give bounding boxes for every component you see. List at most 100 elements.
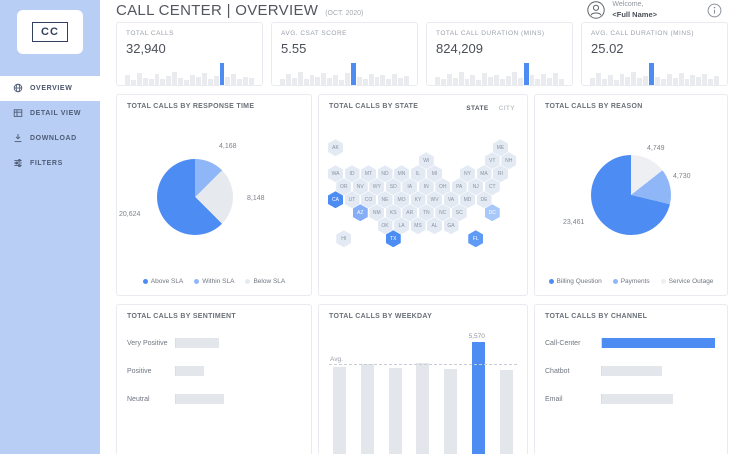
panel-calls-by-state: TOTAL CALLS BY STATE STATE CITY AK ME WI VT…: [318, 94, 528, 297]
bar[interactable]: [176, 394, 224, 405]
state-hex-tn[interactable]: TN: [418, 204, 434, 222]
legend-item[interactable]: Service Outage: [660, 278, 713, 285]
state-hex-vt[interactable]: VT: [484, 152, 500, 170]
state-hex-nv[interactable]: NV: [352, 178, 368, 196]
app-logo[interactable]: CC: [17, 10, 83, 54]
bar[interactable]: [602, 338, 715, 349]
kpi-card[interactable]: TOTAL CALL DURATION (MINS) 824,209: [426, 22, 573, 87]
state-hex-dc[interactable]: DC: [484, 204, 500, 222]
state-hex-me[interactable]: ME: [493, 139, 508, 157]
sparkline-bar: [696, 77, 702, 86]
state-hex-ak[interactable]: AK: [328, 139, 343, 157]
sidebar-item-detail-view[interactable]: DETAIL VIEW: [0, 101, 100, 126]
state-hex-md[interactable]: MD: [460, 191, 475, 209]
state-hex-nc[interactable]: NC: [435, 204, 451, 222]
sparkline-bar: [166, 76, 172, 86]
info-button[interactable]: [707, 3, 722, 18]
state-hex-wv[interactable]: WV: [427, 191, 442, 209]
state-hex-ny[interactable]: NY: [460, 165, 475, 183]
weekday-bar[interactable]: [499, 370, 513, 454]
weekday-bar[interactable]: [472, 342, 486, 454]
sparkline-bar: [154, 74, 160, 86]
state-hex-wi[interactable]: WI: [418, 152, 434, 170]
state-hex-mn[interactable]: MN: [394, 165, 409, 183]
weekday-bar[interactable]: [333, 367, 346, 454]
bar[interactable]: [602, 394, 674, 405]
state-hex-va[interactable]: VA: [443, 191, 459, 209]
state-hex-ut[interactable]: UT: [344, 191, 360, 209]
state-hex-in[interactable]: IN: [418, 178, 434, 196]
state-hex-ks[interactable]: KS: [385, 204, 401, 222]
panel-calls-by-sentiment: TOTAL CALLS BY SENTIMENT Very Positive Po…: [116, 304, 312, 454]
state-hex-nm[interactable]: NM: [369, 204, 385, 222]
sparkline-bar: [189, 74, 195, 86]
sparkline-bar: [464, 78, 470, 86]
state-hex-de[interactable]: DE: [476, 191, 492, 209]
state-hex-id[interactable]: ID: [344, 165, 360, 183]
state-hex-il[interactable]: IL: [410, 165, 426, 183]
state-hex-nd[interactable]: ND: [377, 165, 393, 183]
state-hex-wa[interactable]: WA: [328, 165, 343, 183]
state-hex-oh[interactable]: OH: [435, 178, 451, 196]
state-hex-fl[interactable]: FL: [468, 230, 484, 248]
main-area: CALL CENTER | OVERVIEW (OCT. 2020) Welco…: [100, 0, 736, 454]
state-hex-la[interactable]: LA: [394, 217, 409, 235]
state-hex-ok[interactable]: OK: [377, 217, 393, 235]
state-hex-sd[interactable]: SD: [385, 178, 401, 196]
weekday-bar[interactable]: [388, 368, 402, 454]
bar[interactable]: [176, 366, 204, 377]
state-hex-sc[interactable]: SC: [451, 204, 467, 222]
bar[interactable]: [176, 338, 219, 349]
sparkline-bar: [607, 74, 613, 86]
sidebar-nav: OVERVIEW DETAIL VIEW DOWNLOAD FILTERS: [0, 76, 100, 176]
legend-item[interactable]: Above SLA: [142, 278, 183, 285]
legend-item[interactable]: Billing Question: [548, 278, 602, 285]
state-hex-ky[interactable]: KY: [410, 191, 426, 209]
legend-label: Within SLA: [202, 278, 235, 286]
state-hex-tx[interactable]: TX: [385, 230, 401, 248]
legend-item[interactable]: Payments: [612, 278, 650, 285]
sidebar-item-download[interactable]: DOWNLOAD: [0, 126, 100, 151]
state-hex-mo[interactable]: MO: [394, 191, 409, 209]
legend-item[interactable]: Below SLA: [245, 278, 285, 285]
state-hex-pa[interactable]: PA: [451, 178, 467, 196]
state-hex-az[interactable]: AZ: [352, 204, 368, 222]
state-hex-al[interactable]: AL: [427, 217, 442, 235]
weekday-bar[interactable]: [360, 364, 374, 454]
toggle-city[interactable]: CITY: [498, 105, 515, 113]
state-hex-ca[interactable]: CA: [328, 191, 343, 209]
sidebar-item-filters[interactable]: FILTERS: [0, 151, 100, 176]
kpi-card[interactable]: AVG. CSAT SCORE 5.55: [271, 22, 418, 87]
user-menu[interactable]: Welcome, <Full Name>: [586, 0, 657, 20]
state-hex-co[interactable]: CO: [361, 191, 376, 209]
state-hex-nj[interactable]: NJ: [468, 178, 484, 196]
state-hex-ar[interactable]: AR: [402, 204, 418, 222]
pie-value-label: 4,749: [647, 145, 665, 153]
state-hex-ma[interactable]: MA: [476, 165, 492, 183]
state-hex-mt[interactable]: MT: [361, 165, 376, 183]
state-hex-mi[interactable]: MI: [427, 165, 442, 183]
weekday-bar[interactable]: [416, 363, 430, 454]
state-hex-ri[interactable]: RI: [493, 165, 508, 183]
reason-pie-chart[interactable]: [591, 155, 671, 236]
kpi-card[interactable]: TOTAL CALLS 32,940: [116, 22, 263, 87]
sidebar-item-overview[interactable]: OVERVIEW: [0, 76, 100, 101]
legend-item[interactable]: Within SLA: [194, 278, 234, 285]
state-hex-hi[interactable]: HI: [336, 230, 352, 248]
sparkline-bar: [435, 76, 440, 86]
toggle-state[interactable]: STATE: [466, 105, 489, 113]
weekday-bar[interactable]: [444, 369, 458, 454]
bar-category-label: Chatbot: [545, 367, 570, 375]
state-hex-or[interactable]: OR: [336, 178, 352, 196]
state-hex-ne[interactable]: NE: [377, 191, 393, 209]
state-hex-wy[interactable]: WY: [369, 178, 385, 196]
state-hex-ga[interactable]: GA: [443, 217, 459, 235]
state-hex-ms[interactable]: MS: [410, 217, 426, 235]
response-time-pie-chart[interactable]: [157, 159, 233, 236]
kpi-card[interactable]: AVG. CALL DURATION (MINS) 25.02: [581, 22, 728, 87]
state-hex-ct[interactable]: CT: [484, 178, 500, 196]
sidebar-item-label: DOWNLOAD: [30, 135, 77, 142]
state-hex-nh[interactable]: NH: [501, 152, 517, 170]
bar[interactable]: [602, 366, 662, 377]
state-hex-ia[interactable]: IA: [402, 178, 418, 196]
